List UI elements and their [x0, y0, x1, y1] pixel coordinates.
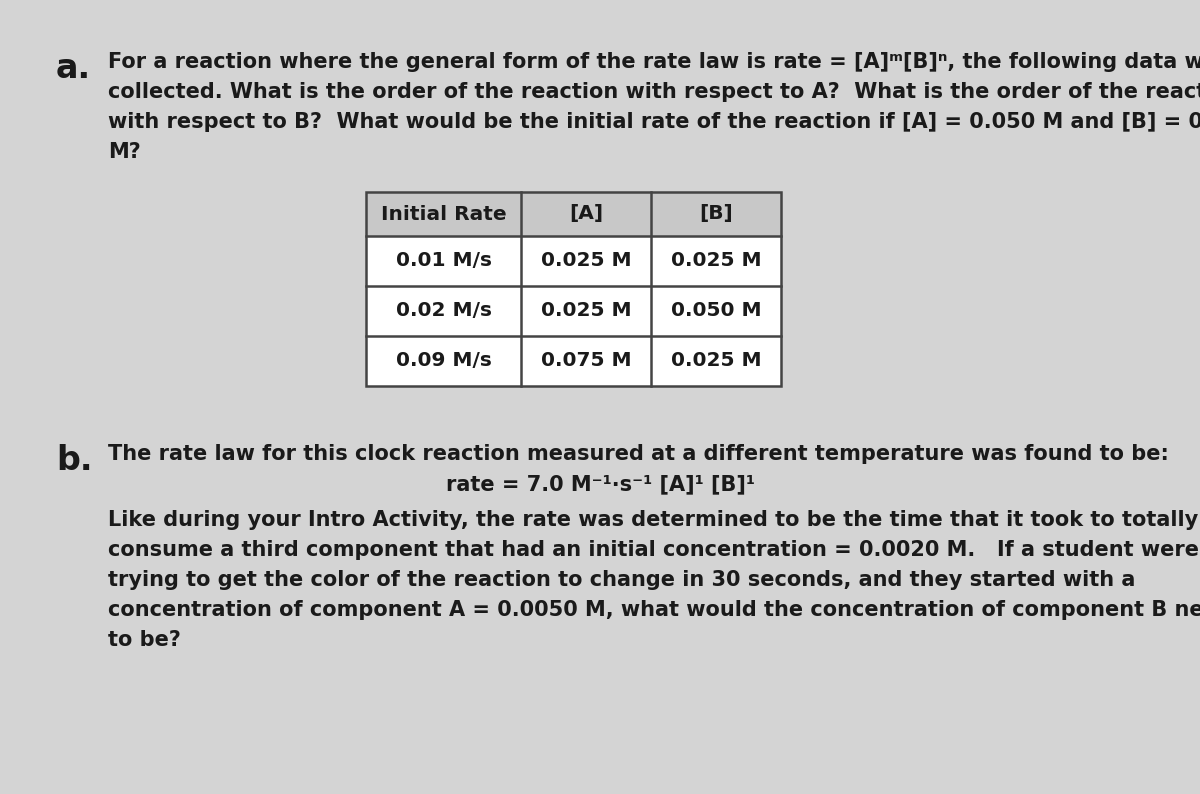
- Text: For a reaction where the general form of the rate law is rate = [A]ᵐ[B]ⁿ, the fo: For a reaction where the general form of…: [108, 52, 1200, 72]
- Text: M?: M?: [108, 142, 140, 162]
- Text: 0.025 M: 0.025 M: [541, 302, 631, 321]
- Text: 0.01 M/s: 0.01 M/s: [396, 252, 492, 271]
- Text: collected. What is the order of the reaction with respect to A?  What is the ord: collected. What is the order of the reac…: [108, 82, 1200, 102]
- Bar: [366, 192, 781, 386]
- Text: b.: b.: [56, 444, 92, 477]
- Text: 0.025 M: 0.025 M: [541, 252, 631, 271]
- Bar: [366, 192, 781, 386]
- Text: 0.09 M/s: 0.09 M/s: [396, 352, 492, 371]
- Text: a.: a.: [56, 52, 91, 85]
- Text: consume a third component that had an initial concentration = 0.0020 M.   If a s: consume a third component that had an in…: [108, 540, 1199, 560]
- Text: [A]: [A]: [569, 205, 604, 223]
- Text: 0.075 M: 0.075 M: [541, 352, 631, 371]
- Text: concentration of component A = 0.0050 M, what would the concentration of compone: concentration of component A = 0.0050 M,…: [108, 600, 1200, 620]
- Text: [B]: [B]: [700, 205, 733, 223]
- Text: 0.025 M: 0.025 M: [671, 352, 761, 371]
- Text: to be?: to be?: [108, 630, 181, 650]
- Text: 0.050 M: 0.050 M: [671, 302, 761, 321]
- Text: rate = 7.0 M⁻¹·s⁻¹ [A]¹ [B]¹: rate = 7.0 M⁻¹·s⁻¹ [A]¹ [B]¹: [445, 474, 755, 494]
- Text: 0.025 M: 0.025 M: [671, 252, 761, 271]
- Text: with respect to B?  What would be the initial rate of the reaction if [A] = 0.05: with respect to B? What would be the ini…: [108, 112, 1200, 132]
- Text: The rate law for this clock reaction measured at a different temperature was fou: The rate law for this clock reaction mea…: [108, 444, 1169, 464]
- Text: 0.02 M/s: 0.02 M/s: [396, 302, 492, 321]
- Text: Initial Rate: Initial Rate: [380, 205, 506, 223]
- Text: Like during your Intro Activity, the rate was determined to be the time that it : Like during your Intro Activity, the rat…: [108, 510, 1199, 530]
- Text: trying to get the color of the reaction to change in 30 seconds, and they starte: trying to get the color of the reaction …: [108, 570, 1135, 590]
- Bar: [366, 192, 781, 236]
